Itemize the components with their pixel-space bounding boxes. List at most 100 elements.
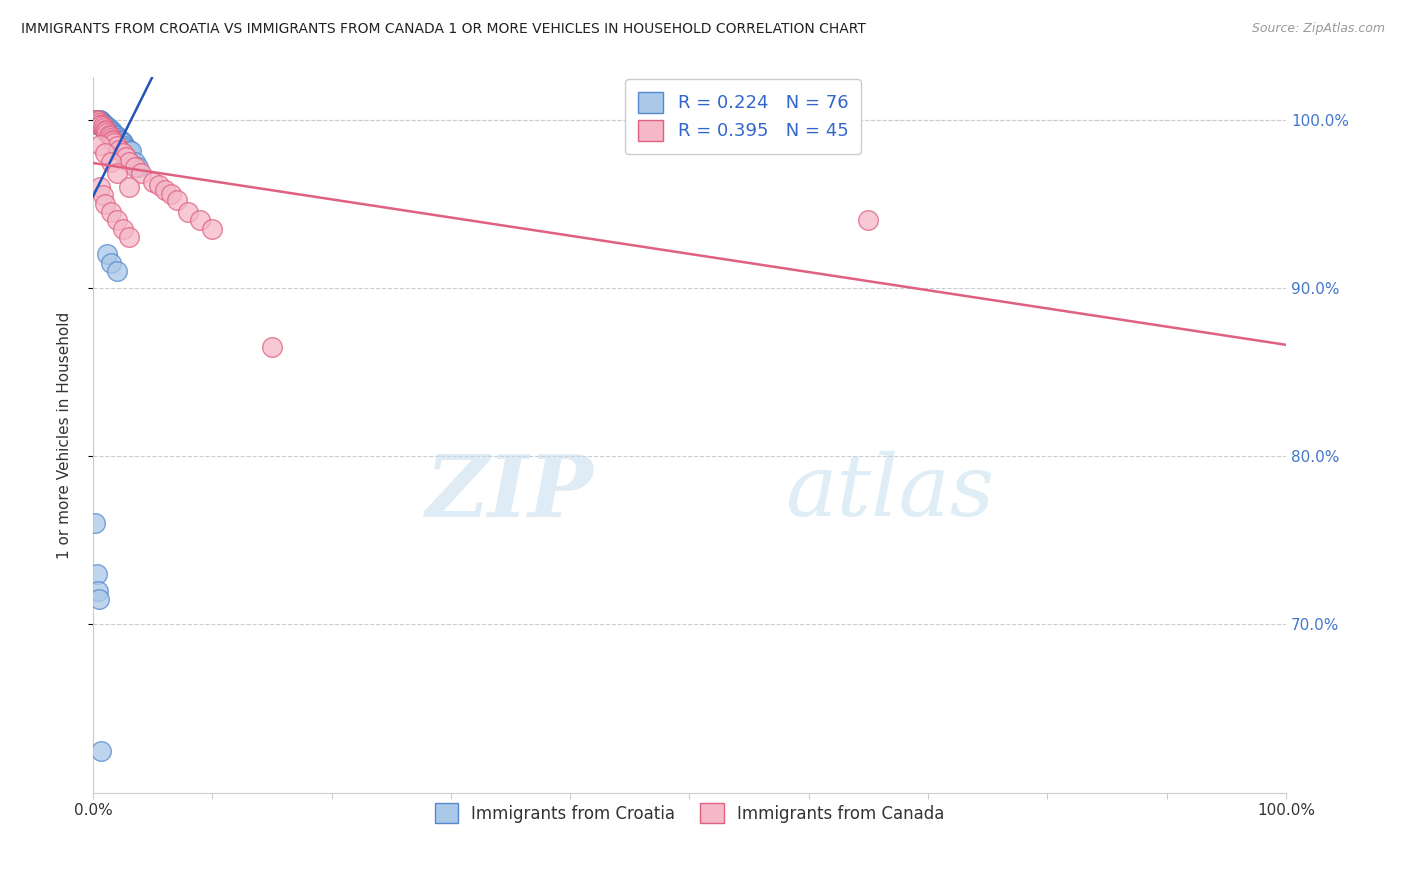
- Point: [86, 112, 108, 127]
- Text: atlas: atlas: [785, 451, 994, 533]
- Point: [107, 131, 129, 145]
- Point: [91, 188, 114, 202]
- Point: [94, 120, 117, 134]
- Point: [100, 126, 122, 140]
- Point: [103, 129, 125, 144]
- Point: [84, 112, 107, 127]
- Point: [103, 126, 125, 140]
- Point: [104, 129, 127, 144]
- Point: [87, 112, 110, 127]
- Point: [105, 166, 128, 180]
- Point: [87, 118, 110, 132]
- Point: [111, 136, 134, 150]
- Point: [858, 213, 880, 227]
- Point: [90, 114, 112, 128]
- Point: [96, 247, 118, 261]
- Point: [105, 131, 128, 145]
- Point: [142, 175, 165, 189]
- Point: [87, 583, 110, 598]
- Point: [94, 122, 117, 136]
- Point: [87, 116, 110, 130]
- Point: [114, 139, 136, 153]
- Point: [105, 213, 128, 227]
- Point: [90, 118, 112, 132]
- Point: [90, 743, 112, 757]
- Point: [86, 566, 108, 581]
- Point: [93, 120, 115, 135]
- Point: [111, 146, 134, 161]
- Point: [97, 128, 120, 142]
- Point: [111, 222, 134, 236]
- Point: [93, 118, 115, 132]
- Point: [87, 114, 110, 128]
- Point: [87, 116, 110, 130]
- Point: [201, 222, 224, 236]
- Point: [100, 131, 122, 145]
- Point: [90, 118, 112, 132]
- Point: [101, 126, 124, 140]
- Point: [103, 128, 125, 142]
- Point: [153, 183, 176, 197]
- Point: [105, 129, 128, 144]
- Point: [159, 186, 181, 201]
- Point: [87, 114, 110, 128]
- Point: [108, 133, 131, 147]
- Point: [177, 205, 200, 219]
- Point: [86, 114, 108, 128]
- Point: [98, 124, 121, 138]
- Point: [94, 196, 117, 211]
- Point: [91, 120, 114, 134]
- Point: [89, 112, 111, 127]
- Point: [97, 124, 120, 138]
- Point: [87, 116, 110, 130]
- Point: [84, 516, 107, 531]
- Point: [91, 118, 114, 132]
- Point: [93, 120, 115, 135]
- Point: [96, 120, 118, 135]
- Point: [129, 166, 152, 180]
- Point: [101, 124, 124, 138]
- Point: [120, 145, 142, 159]
- Point: [103, 135, 125, 149]
- Text: IMMIGRANTS FROM CROATIA VS IMMIGRANTS FROM CANADA 1 OR MORE VEHICLES IN HOUSEHOL: IMMIGRANTS FROM CROATIA VS IMMIGRANTS FR…: [21, 22, 866, 37]
- Point: [87, 114, 110, 128]
- Point: [89, 114, 111, 128]
- Point: [118, 179, 141, 194]
- Point: [94, 120, 117, 134]
- Point: [118, 143, 141, 157]
- Text: ZIP: ZIP: [426, 450, 595, 534]
- Point: [87, 114, 110, 128]
- Point: [103, 128, 125, 142]
- Point: [100, 205, 122, 219]
- Point: [124, 160, 146, 174]
- Point: [115, 141, 138, 155]
- Point: [127, 160, 149, 174]
- Point: [91, 118, 114, 132]
- Point: [87, 116, 110, 130]
- Point: [118, 230, 141, 244]
- Point: [93, 120, 115, 134]
- Point: [94, 122, 117, 136]
- Legend: Immigrants from Croatia, Immigrants from Canada: Immigrants from Croatia, Immigrants from…: [423, 792, 956, 834]
- Point: [105, 139, 128, 153]
- Point: [124, 154, 146, 169]
- Y-axis label: 1 or more Vehicles in Household: 1 or more Vehicles in Household: [58, 311, 72, 558]
- Point: [118, 154, 141, 169]
- Point: [87, 114, 110, 128]
- Point: [98, 129, 121, 144]
- Point: [89, 137, 111, 152]
- Text: Source: ZipAtlas.com: Source: ZipAtlas.com: [1251, 22, 1385, 36]
- Point: [190, 213, 212, 227]
- Point: [96, 122, 118, 136]
- Point: [89, 179, 111, 194]
- Point: [91, 116, 114, 130]
- Point: [166, 194, 188, 208]
- Point: [96, 124, 118, 138]
- Point: [91, 120, 114, 134]
- Point: [98, 122, 121, 136]
- Point: [90, 116, 112, 130]
- Point: [111, 135, 134, 149]
- Point: [101, 133, 124, 147]
- Point: [90, 116, 112, 130]
- Point: [94, 146, 117, 161]
